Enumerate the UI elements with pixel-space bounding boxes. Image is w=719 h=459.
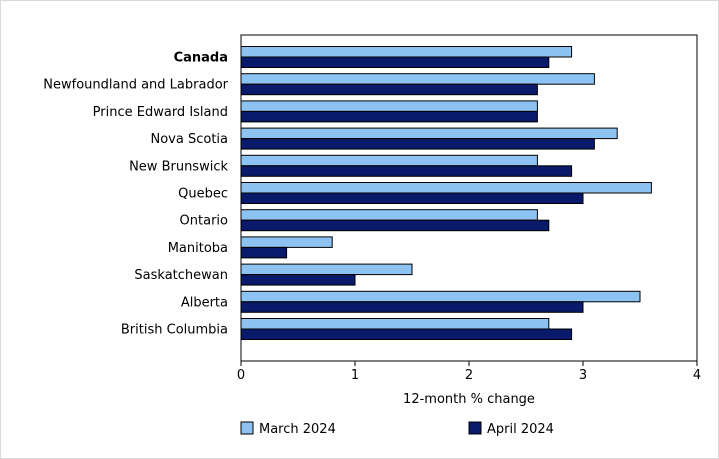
- bar-march-2024: [240, 46, 573, 58]
- x-tick-label: 0: [237, 368, 245, 383]
- category-label: New Brunswick: [129, 159, 228, 174]
- category-label: Canada: [174, 51, 228, 66]
- x-tick-label: 4: [693, 368, 701, 383]
- legend: March 2024 April 2024: [240, 421, 554, 437]
- bar-april-2024: [240, 246, 288, 259]
- bar-april-2024: [240, 328, 573, 340]
- bar-april-2024: [240, 110, 538, 123]
- category-label: Nova Scotia: [151, 132, 229, 147]
- category-label: Ontario: [180, 214, 228, 229]
- bar-april-2024: [240, 83, 538, 96]
- category-label: Newfoundland and Labrador: [43, 78, 228, 93]
- category-label: Saskatchewan: [134, 268, 228, 283]
- legend-label: April 2024: [487, 422, 554, 437]
- category-label: British Columbia: [121, 323, 228, 338]
- bars-group: [240, 46, 652, 340]
- category-labels: Canada Newfoundland and Labrador Prince Ed…: [43, 51, 228, 338]
- legend-label: March 2024: [259, 422, 336, 437]
- category-label: Alberta: [181, 295, 228, 310]
- bar-april-2024: [240, 165, 573, 177]
- legend-swatch: [240, 421, 254, 435]
- x-tick-label: 3: [579, 368, 587, 383]
- category-label: Prince Edward Island: [93, 105, 228, 120]
- category-label: Manitoba: [168, 241, 228, 256]
- bar-march-2024: [240, 127, 618, 140]
- bar-march-2024: [240, 154, 538, 167]
- category-label: Quebec: [178, 187, 228, 202]
- bar-april-2024: [240, 274, 356, 286]
- bar-march-2024: [240, 263, 413, 276]
- bar-march-2024: [240, 236, 333, 248]
- bar-april-2024: [240, 219, 550, 232]
- bar-march-2024: [240, 318, 550, 330]
- bar-april-2024: [240, 192, 584, 204]
- x-axis-ticks: 0 1 2 3 4: [237, 361, 701, 383]
- x-axis-title: 12-month % change: [403, 392, 535, 407]
- bar-march-2024: [240, 73, 595, 85]
- bar-march-2024: [240, 290, 641, 303]
- bar-march-2024: [240, 209, 538, 221]
- bar-march-2024: [240, 100, 538, 112]
- bar-april-2024: [240, 301, 584, 313]
- bar-april-2024: [240, 138, 595, 150]
- legend-swatch: [468, 421, 482, 435]
- bar-april-2024: [240, 56, 550, 68]
- bar-march-2024: [240, 182, 652, 194]
- x-tick-label: 2: [465, 368, 473, 383]
- x-tick-label: 1: [351, 368, 359, 383]
